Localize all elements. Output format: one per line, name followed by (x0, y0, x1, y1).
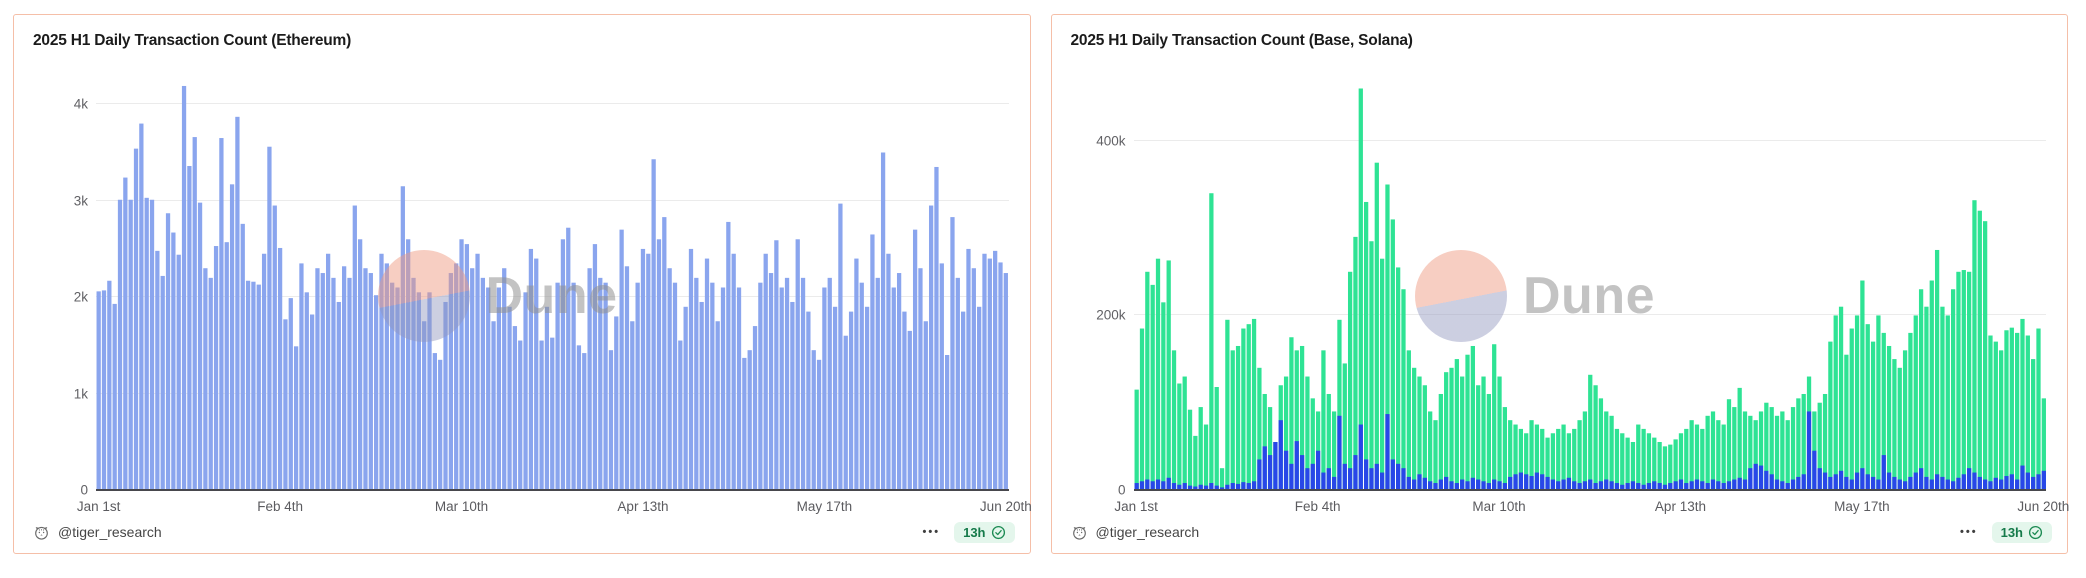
verified-check-icon (2028, 525, 2043, 540)
footer-actions: ••• 13h (922, 521, 1015, 543)
footer-actions: ••• 13h (1960, 521, 2052, 543)
bars-layer[interactable] (96, 85, 1009, 490)
verified-check-icon (991, 525, 1006, 540)
refresh-age-badge[interactable]: 13h (954, 521, 1015, 543)
chart-card-base-solana: 2025 H1 Daily Transaction Count (Base, S… (1050, 14, 2069, 554)
more-menu-button[interactable]: ••• (1960, 526, 1978, 538)
y-axis-label: 0 (1117, 482, 1126, 498)
tiger-avatar-icon (33, 524, 50, 541)
gridline (96, 199, 1009, 201)
card-footer: @tiger_research ••• 13h (33, 520, 1015, 544)
gridline (96, 296, 1009, 298)
x-axis-label: Jan 1st (76, 499, 121, 514)
refresh-age-label: 13h (2000, 524, 2023, 540)
x-axis-line (96, 489, 1009, 491)
plot-area: Dune 0 1k 2k 3k 4k Jan 1st Feb 4th Mar 10th Apr … (74, 85, 1032, 514)
x-axis-label: Mar 10th (434, 499, 489, 514)
y-axis-label: 3k (73, 193, 88, 209)
y-axis-label: 1k (73, 386, 88, 402)
gridline (1133, 139, 2046, 141)
refresh-age-badge[interactable]: 13h (1991, 521, 2052, 543)
y-axis-label: 200k (1096, 307, 1126, 323)
dashboard-row: 2025 H1 Daily Transaction Count (Ethereu… (13, 14, 2069, 554)
chart-card-ethereum: 2025 H1 Daily Transaction Count (Ethereu… (13, 14, 1032, 554)
x-axis-label: May 17th (1834, 499, 1890, 514)
y-axis-label: 0 (80, 482, 88, 498)
gridline (1133, 314, 2046, 316)
chart-title: 2025 H1 Daily Transaction Count (Base, S… (1070, 32, 1413, 49)
x-axis-line (1133, 489, 2046, 491)
y-axis-label: 4k (73, 96, 88, 112)
x-axis-label: May 17th (796, 499, 853, 514)
x-axis-label: Jan 1st (1114, 499, 1158, 514)
y-axis-label: 2k (73, 289, 88, 305)
refresh-age-label: 13h (963, 524, 986, 540)
x-axis-label: Mar 10th (1472, 499, 1526, 514)
x-axis-label: Apr 13th (1654, 499, 1706, 514)
card-footer: @tiger_research ••• 13h (1071, 520, 2052, 544)
author: @tiger_research (1071, 524, 1200, 541)
bars-layer[interactable] (1134, 85, 2047, 490)
x-axis-label: Apr 13th (617, 499, 669, 514)
y-axis-label: 400k (1096, 133, 1126, 149)
author-handle: @tiger_research (1095, 524, 1200, 540)
x-axis-label: Feb 4th (257, 499, 303, 514)
plot-area: Dune 0 200k 400k Jan 1st Feb 4th Mar 10th Apr … (1096, 85, 2069, 514)
author-handle: @tiger_research (58, 524, 162, 540)
x-axis-label: Feb 4th (1294, 499, 1341, 514)
x-axis-label: Jun 20th (979, 499, 1032, 514)
chart-title: 2025 H1 Daily Transaction Count (Ethereu… (33, 32, 352, 49)
author: @tiger_research (33, 524, 162, 541)
x-axis-label: Jun 20th (2017, 499, 2070, 514)
tiger-avatar-icon (1071, 524, 1088, 541)
gridline (96, 103, 1009, 105)
more-menu-button[interactable]: ••• (922, 526, 941, 538)
